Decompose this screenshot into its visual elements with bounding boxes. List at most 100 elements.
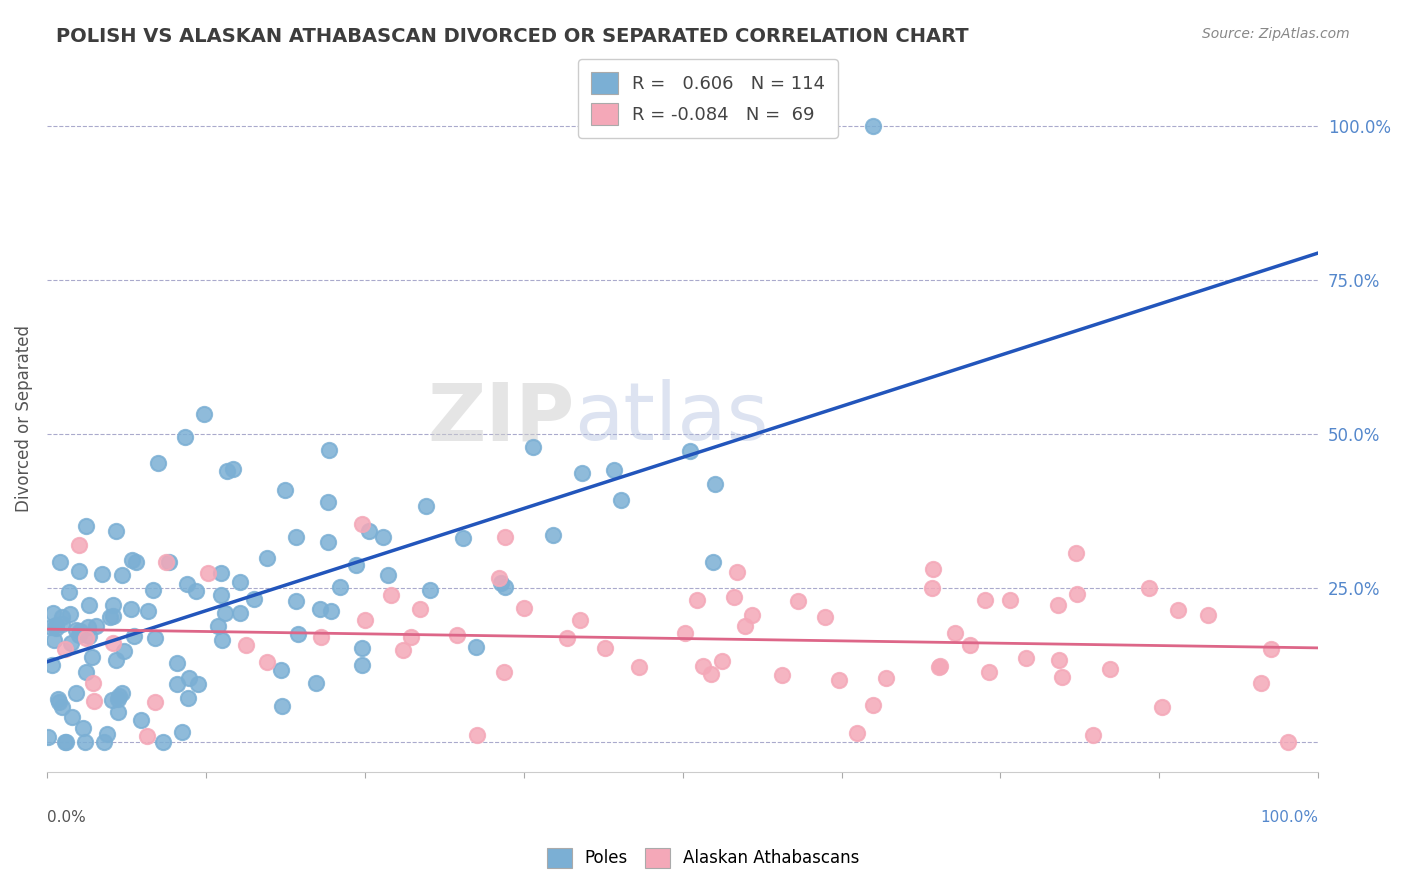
Point [593,640,616,655]
Point [55,734,77,748]
Point [75,519,97,533]
Point [77,598,100,612]
Point [152,734,174,748]
Point [166,677,188,691]
Point [112,643,135,657]
Point [329,580,352,594]
Point [1098,662,1121,676]
Point [711,654,734,668]
Legend: R =   0.606   N = 114, R = -0.084   N =  69: R = 0.606 N = 114, R = -0.084 N = 69 [578,59,838,137]
Point [48,555,70,569]
Point [929,658,952,673]
Point [704,477,727,491]
Point [922,562,945,576]
Point [1152,699,1174,714]
Point [603,463,626,477]
Point [129,713,152,727]
Point [146,456,169,470]
Point [65,686,87,700]
Point [274,483,297,497]
Point [350,640,373,655]
Point [1015,651,1038,665]
Point [107,705,129,719]
Text: ZIP: ZIP [427,379,575,458]
Point [350,658,373,673]
Point [380,589,402,603]
Point [45,618,67,632]
Point [513,600,536,615]
Point [862,119,884,133]
Text: 0.0%: 0.0% [46,810,86,825]
Point [316,534,339,549]
Point [308,602,330,616]
Point [321,604,343,618]
Point [492,665,515,679]
Point [197,566,219,581]
Point [256,655,278,669]
Point [67,628,90,642]
Point [72,721,94,735]
Point [59,607,82,621]
Point [243,592,266,607]
Point [155,555,177,569]
Point [41,657,63,672]
Point [105,652,128,666]
Point [1064,546,1087,560]
Point [725,565,748,579]
Point [229,574,252,589]
Point [679,443,702,458]
Point [610,492,633,507]
Point [209,588,232,602]
Point [350,517,373,532]
Point [211,633,233,648]
Point [1000,592,1022,607]
Point [304,675,326,690]
Point [51,610,73,624]
Point [214,606,236,620]
Point [316,495,339,509]
Point [101,636,124,650]
Point [287,626,309,640]
Point [46,691,69,706]
Point [101,693,124,707]
Point [318,442,340,457]
Point [465,640,488,654]
Point [184,584,207,599]
Point [1250,676,1272,690]
Point [77,619,100,633]
Point [39,619,62,633]
Point [555,632,578,646]
Point [702,555,724,569]
Point [177,671,200,685]
Point [419,582,441,597]
Point [207,619,229,633]
Point [121,552,143,566]
Text: 100.0%: 100.0% [1260,810,1319,825]
Point [270,663,292,677]
Text: POLISH VS ALASKAN ATHABASCAN DIVORCED OR SEPARATED CORRELATION CHART: POLISH VS ALASKAN ATHABASCAN DIVORCED OR… [56,27,969,45]
Point [977,665,1000,679]
Point [1137,581,1160,595]
Point [82,649,104,664]
Point [48,695,70,709]
Point [488,571,510,585]
Point [172,724,194,739]
Point [828,673,851,687]
Point [108,689,131,703]
Point [270,699,292,714]
Point [51,699,73,714]
Point [787,594,810,608]
Point [125,555,148,569]
Point [311,630,333,644]
Point [136,605,159,619]
Point [1081,728,1104,742]
Point [37,730,59,744]
Point [256,551,278,566]
Point [686,592,709,607]
Point [465,728,488,742]
Point [145,695,167,709]
Point [862,698,884,712]
Point [122,629,145,643]
Point [82,676,104,690]
Point [187,677,209,691]
